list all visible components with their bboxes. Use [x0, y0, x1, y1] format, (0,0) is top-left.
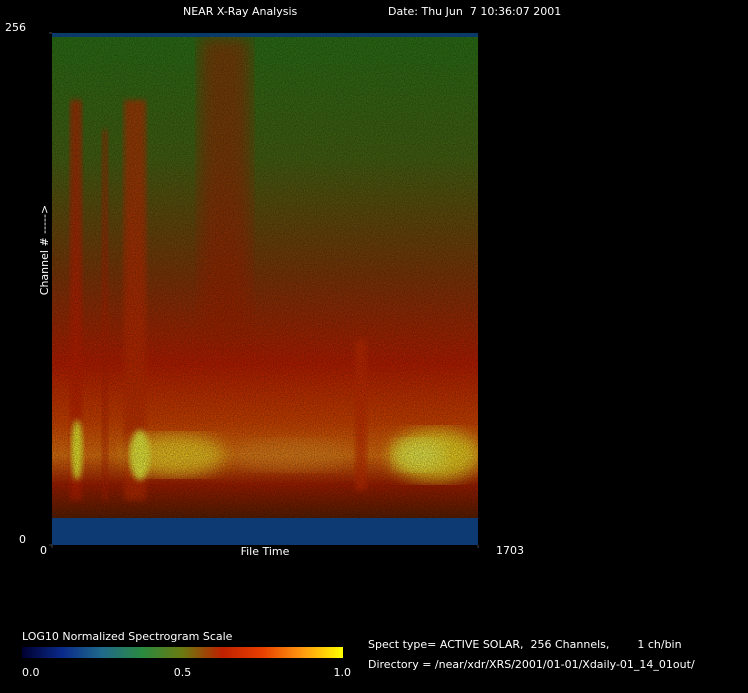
- colorbar-title: LOG10 Normalized Spectrogram Scale: [22, 630, 233, 643]
- spect-type: Spect type= ACTIVE SOLAR, 256 Channels, …: [368, 638, 682, 651]
- date: Date: Thu Jun 7 10:36:07 2001: [388, 5, 561, 18]
- x-tick-label: 0: [40, 544, 47, 557]
- y-axis-label: Channel # ----->: [38, 205, 51, 295]
- y-tick-label: 0: [19, 533, 26, 546]
- spectrogram: [52, 33, 478, 545]
- y-tick-label: 256: [5, 21, 26, 34]
- colorbar: [22, 647, 343, 658]
- x-axis-label: File Time: [241, 545, 290, 558]
- directory: Directory = /near/xdr/XRS/2001/01-01/Xda…: [368, 658, 695, 671]
- colorbar-tick-label: 0.5: [174, 666, 192, 679]
- colorbar-tick-label: 0.0: [22, 666, 40, 679]
- x-tick-label: 1703: [496, 544, 524, 557]
- title: NEAR X-Ray Analysis: [183, 5, 298, 18]
- colorbar-tick-label: 1.0: [334, 666, 352, 679]
